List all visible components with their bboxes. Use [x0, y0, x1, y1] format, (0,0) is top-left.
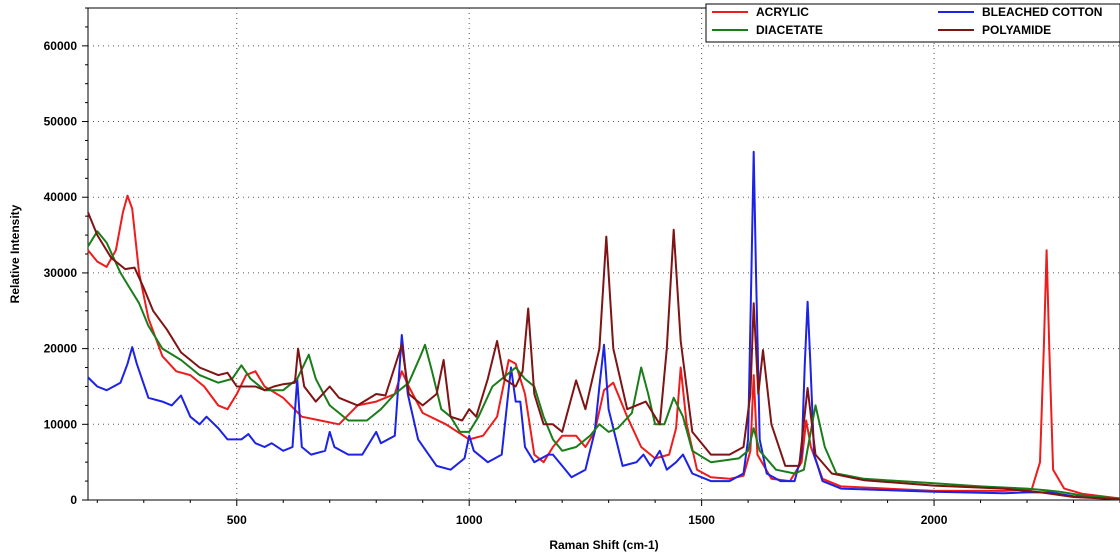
x-axis-title: Raman Shift (cm-1): [549, 538, 658, 552]
x-tick-label: 1500: [688, 513, 715, 527]
x-tick-label: 500: [227, 513, 247, 527]
series-line-diacetate: [87, 230, 1120, 500]
y-tick-label: 50000: [44, 115, 78, 129]
y-axis: 0 10000 20000 30000 40000 50000 60000: [44, 7, 88, 507]
x-axis: 500 1000 1500 2000: [96, 500, 1120, 527]
legend-label: ACRYLIC: [756, 5, 809, 19]
y-tick-label: 60000: [44, 39, 78, 53]
legend: ACRYLIC BLEACHED COTTON DIACETATE POLYAMIDE: [705, 3, 1120, 43]
legend-label: DIACETATE: [756, 23, 823, 37]
y-tick-label: 40000: [44, 190, 78, 204]
y-tick-label: 0: [70, 493, 77, 507]
series-line-polyamide: [87, 212, 1120, 501]
series-lines: [87, 150, 1120, 501]
legend-box: [705, 3, 1120, 43]
y-axis-title: Relative Intensity: [8, 204, 22, 303]
legend-label: BLEACHED COTTON: [982, 5, 1102, 19]
y-tick-label: 30000: [44, 266, 78, 280]
legend-label: POLYAMIDE: [982, 23, 1051, 37]
y-tick-label: 10000: [44, 417, 78, 431]
x-tick-label: 2000: [921, 513, 948, 527]
plot-frame: [87, 7, 1120, 501]
y-tick-label: 20000: [44, 342, 78, 356]
x-tick-label: 1000: [456, 513, 483, 527]
